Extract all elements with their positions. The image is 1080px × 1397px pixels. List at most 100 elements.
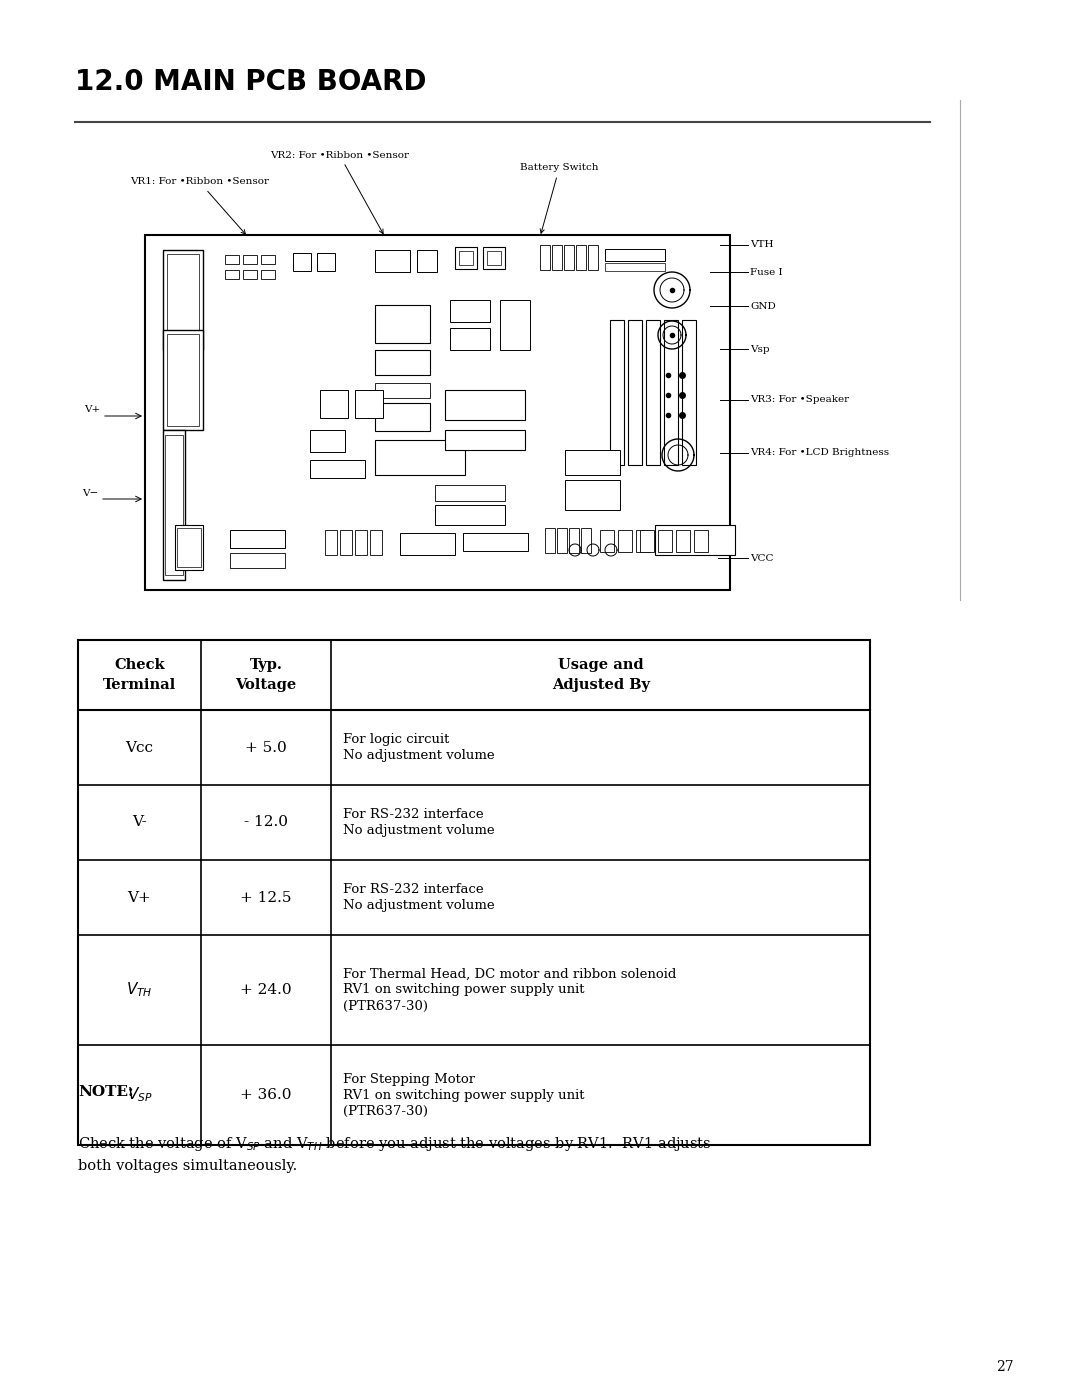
Bar (605, 249, 665, 261)
Text: GND: GND (750, 302, 775, 312)
Bar (487, 251, 501, 265)
Bar (175, 525, 203, 570)
Text: For RS-232 interface: For RS-232 interface (343, 807, 484, 821)
Text: No adjustment volume: No adjustment volume (343, 749, 495, 761)
Bar (375, 305, 430, 344)
Bar (600, 529, 615, 552)
Bar (565, 450, 620, 475)
Bar (569, 528, 579, 553)
Text: Battery Switch: Battery Switch (519, 163, 598, 233)
Text: + 12.5: + 12.5 (241, 890, 292, 904)
Text: V-: V- (132, 816, 147, 830)
Bar (167, 254, 199, 346)
Bar (459, 251, 473, 265)
Bar (375, 440, 465, 475)
Bar (370, 529, 382, 555)
Bar (163, 330, 203, 430)
Text: VTH: VTH (750, 240, 773, 249)
Bar (318, 253, 335, 271)
Bar (163, 430, 185, 580)
Bar (627, 320, 642, 465)
Text: both voltages simultaneously.: both voltages simultaneously. (78, 1160, 297, 1173)
Bar (610, 320, 624, 465)
Text: For Stepping Motor: For Stepping Motor (343, 1073, 475, 1085)
Bar (500, 300, 530, 351)
Bar (167, 334, 199, 426)
Text: Check
Terminal: Check Terminal (103, 658, 176, 692)
Bar (165, 434, 183, 576)
Text: For Thermal Head, DC motor and ribbon solenoid: For Thermal Head, DC motor and ribbon so… (343, 968, 677, 981)
Bar (355, 529, 367, 555)
Bar (654, 525, 735, 555)
Bar (681, 320, 696, 465)
Text: $V_{TH}$: $V_{TH}$ (126, 981, 152, 999)
Text: Fuse I: Fuse I (750, 268, 783, 277)
Text: No adjustment volume: No adjustment volume (343, 824, 495, 837)
Bar (243, 256, 257, 264)
Bar (417, 250, 437, 272)
Text: + 5.0: + 5.0 (245, 740, 287, 754)
Bar (463, 534, 528, 550)
Text: VR3: For •Speaker: VR3: For •Speaker (750, 395, 849, 404)
Text: RV1 on switching power supply unit: RV1 on switching power supply unit (343, 1088, 585, 1101)
Bar (230, 553, 285, 569)
Text: 12.0 MAIN PCB BOARD: 12.0 MAIN PCB BOARD (75, 68, 427, 96)
Bar (145, 235, 730, 590)
Text: For RS-232 interface: For RS-232 interface (343, 883, 484, 895)
Text: Vsp: Vsp (750, 345, 770, 353)
Bar (355, 390, 383, 418)
Bar (588, 244, 598, 270)
Text: Vcc: Vcc (125, 740, 153, 754)
Text: $V_{SP}$: $V_{SP}$ (126, 1085, 152, 1105)
Bar (78, 640, 870, 1146)
Bar (664, 320, 678, 465)
Bar (375, 383, 430, 398)
Bar (293, 253, 311, 271)
Text: Usage and
Adjusted By: Usage and Adjusted By (552, 658, 650, 692)
Bar (565, 481, 620, 510)
Bar (435, 485, 505, 502)
Bar (340, 529, 352, 555)
Bar (455, 247, 477, 270)
Text: V+: V+ (84, 405, 100, 415)
Bar (640, 529, 654, 552)
Text: VCC: VCC (750, 555, 773, 563)
Bar (177, 528, 201, 567)
Bar (540, 244, 550, 270)
Text: NOTE:: NOTE: (78, 1085, 134, 1099)
Bar (320, 390, 348, 418)
Text: + 36.0: + 36.0 (241, 1088, 292, 1102)
Bar (375, 250, 410, 272)
Bar (557, 528, 567, 553)
Bar (450, 300, 490, 321)
Bar (483, 247, 505, 270)
Text: (PTR637-30): (PTR637-30) (343, 999, 429, 1013)
Bar (310, 460, 365, 478)
Bar (618, 529, 632, 552)
Text: + 24.0: + 24.0 (240, 983, 292, 997)
Bar (445, 390, 525, 420)
Bar (694, 529, 708, 552)
Text: RV1 on switching power supply unit: RV1 on switching power supply unit (343, 983, 585, 996)
Bar (261, 256, 275, 264)
Text: No adjustment volume: No adjustment volume (343, 900, 495, 912)
Bar (552, 244, 562, 270)
Bar (636, 529, 650, 552)
Bar (435, 504, 505, 525)
Bar (564, 244, 573, 270)
Bar (646, 320, 660, 465)
Bar (325, 529, 337, 555)
Bar (225, 270, 239, 279)
Text: (PTR637-30): (PTR637-30) (343, 1105, 429, 1118)
Text: V−: V− (82, 489, 98, 499)
Text: VR1: For •Ribbon •Sensor: VR1: For •Ribbon •Sensor (130, 177, 269, 235)
Bar (400, 534, 455, 555)
Bar (676, 529, 690, 552)
Bar (163, 250, 203, 351)
Text: 27: 27 (996, 1361, 1014, 1375)
Bar (375, 402, 430, 432)
Bar (375, 351, 430, 374)
Bar (230, 529, 285, 548)
Bar (310, 430, 345, 453)
Text: - 12.0: - 12.0 (244, 816, 288, 830)
